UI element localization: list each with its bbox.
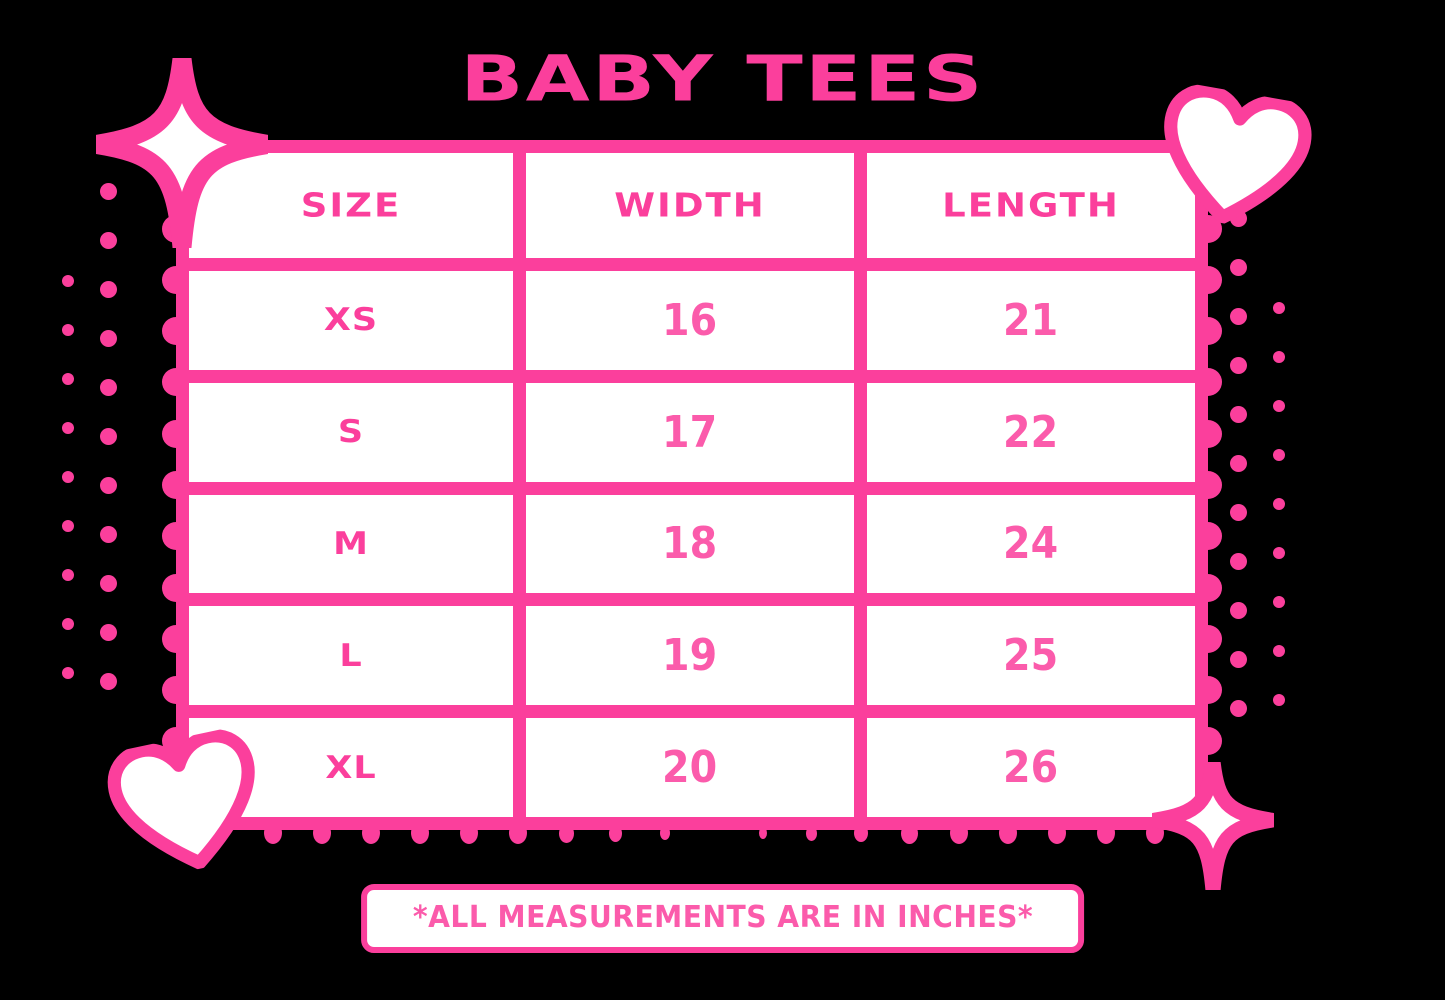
value-length: 22	[1003, 406, 1059, 458]
measurement-note-text: *ALL MEASUREMENTS ARE IN INCHES*	[412, 900, 1033, 935]
header-cell-width: WIDTH	[526, 153, 854, 258]
header-label-width: WIDTH	[614, 186, 766, 225]
cell-size: S	[189, 382, 513, 482]
halftone-dot	[100, 232, 117, 249]
halftone-dot	[62, 324, 74, 336]
cell-length: 26	[867, 718, 1195, 817]
halftone-dot	[1230, 308, 1247, 325]
halftone-dot	[1273, 302, 1285, 314]
value-length: 21	[1003, 294, 1059, 346]
halftone-dot	[62, 569, 74, 581]
halftone-dot	[100, 281, 117, 298]
halftone-dots-right	[1230, 210, 1311, 749]
halftone-dot	[1230, 651, 1247, 668]
halftone-dot	[100, 624, 117, 641]
table-row: XL 20 26	[189, 718, 1195, 817]
value-length: 26	[1003, 742, 1059, 794]
halftone-dots-left	[62, 183, 143, 722]
halftone-dot	[100, 477, 117, 494]
sparkle-icon	[1152, 762, 1274, 890]
halftone-dot	[100, 428, 117, 445]
halftone-dot	[1230, 553, 1247, 570]
halftone-dot	[100, 183, 117, 200]
value-width: 18	[662, 518, 718, 570]
halftone-dot	[1273, 596, 1285, 608]
halftone-dot	[1273, 351, 1285, 363]
dot-row-dot	[659, 826, 670, 840]
sparkle-icon	[96, 58, 268, 248]
cell-width: 17	[526, 382, 854, 482]
size-table: SIZE WIDTH LENGTH XS 16 21 S 17 22 M 18 …	[176, 140, 1208, 830]
halftone-dot	[1273, 400, 1285, 412]
measurement-note: *ALL MEASUREMENTS ARE IN INCHES*	[360, 884, 1085, 953]
halftone-dot	[1273, 547, 1285, 559]
value-size: XL	[325, 749, 377, 786]
halftone-dot	[62, 618, 74, 630]
cell-length: 22	[867, 382, 1195, 482]
cell-width: 20	[526, 718, 854, 817]
header-cell-length: LENGTH	[867, 153, 1195, 258]
halftone-dot	[100, 330, 117, 347]
cell-width: 16	[526, 271, 854, 370]
halftone-dot	[62, 667, 74, 679]
halftone-dot	[62, 275, 74, 287]
table-row: M 18 24	[189, 494, 1195, 594]
cell-size: XS	[189, 271, 513, 370]
dot-row-dot	[806, 825, 817, 841]
value-size: M	[333, 525, 369, 562]
halftone-dot	[1273, 694, 1285, 706]
halftone-dot	[62, 422, 74, 434]
halftone-dot	[100, 673, 117, 690]
cell-length: 21	[867, 271, 1195, 370]
halftone-dot	[62, 520, 74, 532]
halftone-dot	[1230, 700, 1247, 717]
value-width: 16	[662, 294, 718, 346]
halftone-dot	[1273, 645, 1285, 657]
table-row: XS 16 21	[189, 271, 1195, 370]
halftone-dot	[1230, 259, 1247, 276]
value-width: 19	[662, 630, 718, 682]
cell-size: M	[189, 494, 513, 594]
value-length: 24	[1003, 518, 1059, 570]
page-title: BABY TEES	[460, 41, 985, 116]
table-header-row: SIZE WIDTH LENGTH	[189, 153, 1195, 258]
halftone-dot	[1230, 455, 1247, 472]
size-table-frame: SIZE WIDTH LENGTH XS 16 21 S 17 22 M 18 …	[162, 140, 1222, 830]
halftone-dot	[1273, 449, 1285, 461]
halftone-dot	[1230, 602, 1247, 619]
halftone-dot	[1230, 406, 1247, 423]
cell-width: 19	[526, 606, 854, 706]
halftone-dot	[1230, 504, 1247, 521]
halftone-dot	[100, 575, 117, 592]
cell-length: 25	[867, 606, 1195, 706]
table-row: L 19 25	[189, 606, 1195, 706]
halftone-dot	[1273, 498, 1285, 510]
halftone-dot	[100, 379, 117, 396]
value-width: 20	[662, 742, 718, 794]
cell-width: 18	[526, 494, 854, 594]
cell-length: 24	[867, 494, 1195, 594]
halftone-dot	[62, 471, 74, 483]
value-width: 17	[662, 406, 718, 458]
table-row: S 17 22	[189, 382, 1195, 482]
value-size: S	[337, 414, 365, 451]
value-length: 25	[1003, 630, 1059, 682]
halftone-dot	[100, 526, 117, 543]
cell-size: L	[189, 606, 513, 706]
halftone-dot	[1230, 357, 1247, 374]
value-size: L	[339, 637, 363, 674]
halftone-dot	[62, 373, 74, 385]
heart-icon	[107, 729, 255, 870]
value-size: XS	[323, 302, 379, 339]
dot-row-dot	[758, 827, 767, 839]
header-cell-size: SIZE	[189, 153, 513, 258]
header-label-length: LENGTH	[942, 186, 1120, 225]
heart-icon	[1164, 84, 1312, 224]
header-label-size: SIZE	[300, 186, 402, 225]
